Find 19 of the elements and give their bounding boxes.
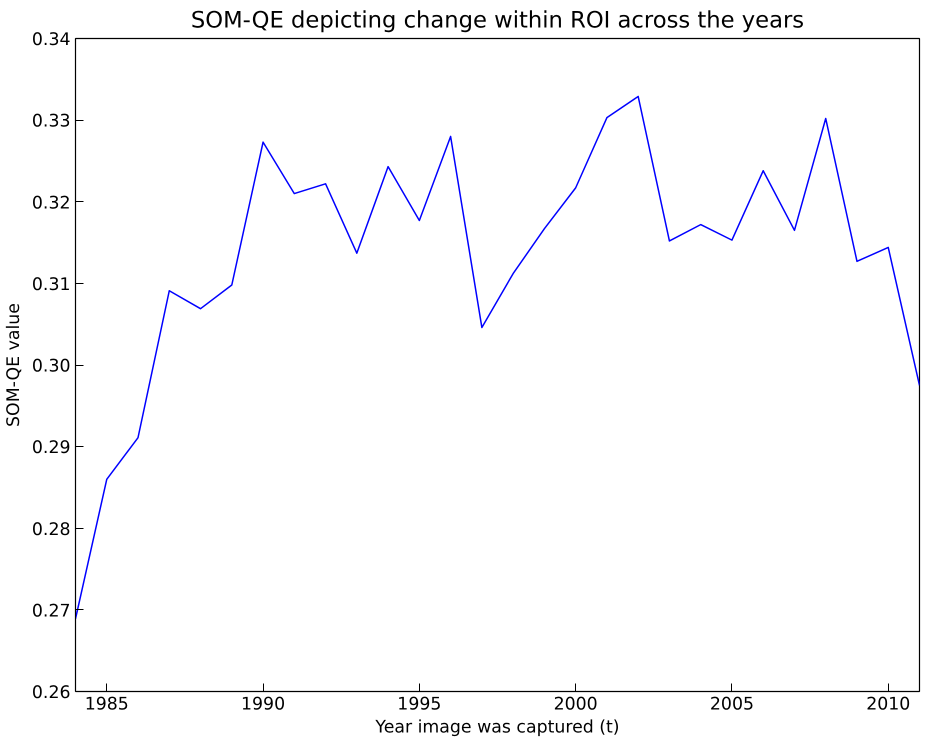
x-tick-label: 2010 (866, 694, 910, 714)
x-tick-label: 1990 (241, 694, 286, 714)
y-tick-label: 0.29 (32, 438, 71, 458)
y-tick-label: 0.31 (32, 274, 71, 295)
x-tick-label: 2000 (554, 694, 598, 714)
y-tick-label: 0.26 (32, 683, 71, 703)
x-tick-label: 1995 (397, 694, 442, 714)
chart-title: SOM-QE depicting change within ROI across the years (190, 8, 804, 34)
x-tick-label: 1985 (84, 694, 129, 714)
x-axis-title: Year image was captured (t) (374, 718, 620, 738)
line-series (76, 96, 920, 620)
y-axis-title: SOM-QE value (4, 303, 24, 427)
y-tick-label: 0.28 (32, 520, 71, 540)
y-tick-label: 0.32 (32, 193, 71, 214)
y-tick-label: 0.30 (32, 356, 71, 376)
y-tick-label: 0.33 (32, 112, 71, 132)
x-tick-label: 2005 (710, 694, 754, 714)
y-tick-label: 0.34 (32, 30, 71, 50)
y-tick-label: 0.27 (32, 601, 71, 622)
